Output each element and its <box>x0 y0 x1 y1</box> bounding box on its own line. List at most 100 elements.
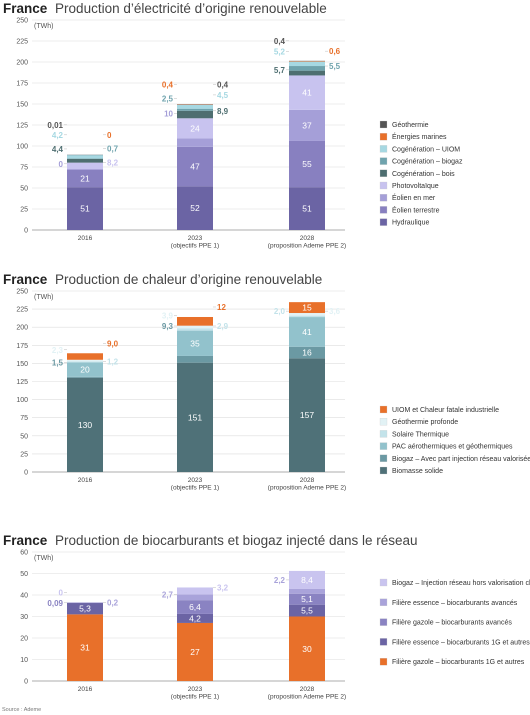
data-label: 4,5 <box>217 91 229 100</box>
bar-segment <box>177 613 213 623</box>
x-tick-label: (objectifs PPE 1) <box>171 485 219 492</box>
bar-segment <box>177 104 213 109</box>
x-tick-label: 2016 <box>78 686 93 693</box>
data-label: 0,7 <box>107 144 119 153</box>
x-tick-label: (proposition Ademe PPE 2) <box>268 485 346 492</box>
bar-segment <box>67 162 103 170</box>
bar-segment <box>289 75 325 110</box>
data-label: 4,2 <box>189 613 201 623</box>
data-label: 4,2 <box>52 131 64 140</box>
bar-segment <box>67 154 103 159</box>
legend-label: Énergies marines <box>392 132 447 141</box>
data-label: 4,4 <box>52 145 64 154</box>
bar-segment <box>67 187 103 230</box>
data-label: 2,7 <box>162 590 174 599</box>
bar-segment <box>177 118 213 139</box>
bar-segment <box>67 169 103 188</box>
bar-segment <box>289 346 325 359</box>
data-label: 3,2 <box>217 583 229 592</box>
bar-segment <box>67 361 103 363</box>
data-label: 51 <box>80 204 90 214</box>
data-label: 16 <box>302 348 312 358</box>
y-tick-label: 25 <box>20 451 28 458</box>
legend-swatch <box>379 418 388 426</box>
data-label: 8,4 <box>301 575 313 585</box>
data-label: 21 <box>80 173 90 183</box>
bar-segment <box>67 602 103 615</box>
data-label: 2,5 <box>162 95 174 104</box>
data-label: 151 <box>188 412 202 422</box>
data-label: 0,4 <box>162 81 174 90</box>
data-label: 5,5 <box>301 606 313 616</box>
data-label: 5,3 <box>79 604 91 614</box>
bar-segment <box>289 616 325 681</box>
bar-segment <box>289 358 325 472</box>
data-label: 24 <box>190 123 200 133</box>
bar-segment <box>177 325 213 329</box>
data-label: 5,1 <box>301 594 313 604</box>
bar-segment <box>177 622 213 681</box>
data-label: 12 <box>217 303 226 312</box>
bar-segment <box>177 330 213 356</box>
data-label: 15 <box>302 303 312 313</box>
data-label: 8,2 <box>107 159 119 168</box>
legend-label: Filière gazole – biocarburants 1G et aut… <box>392 659 525 666</box>
chart-title: France Production d’électricité d’origin… <box>3 1 327 16</box>
data-label: 2,2 <box>274 576 286 585</box>
legend-swatch <box>379 466 388 475</box>
plot-area: 0 10 20 30 40 50 60 31 5,3 0,09 0,2 0 2016 27 4,26,4 2,… <box>20 550 346 701</box>
title-bold: France <box>3 533 48 548</box>
legend-label: Biogaz – Injection réseau hors valorisat… <box>392 580 530 587</box>
bar-segment <box>289 66 325 71</box>
y-tick-label: 75 <box>20 415 28 422</box>
legend-swatch <box>379 145 388 153</box>
data-label: 10 <box>164 109 173 118</box>
legend-label: Biomasse solide <box>392 468 443 475</box>
data-label: 9,3 <box>162 322 174 331</box>
data-label: 47 <box>190 162 200 172</box>
data-label: 30 <box>302 644 312 654</box>
title-bold: France <box>3 272 48 287</box>
bar-segment <box>177 146 213 187</box>
bar-segment <box>177 186 213 230</box>
bar-segment <box>289 61 325 62</box>
y-tick-label: 10 <box>20 657 28 664</box>
bar-segment <box>289 593 325 605</box>
bar-segment <box>177 328 213 331</box>
unit-label: (TWh) <box>34 23 53 30</box>
bar-segment <box>67 362 103 377</box>
y-tick-label: 100 <box>16 144 28 151</box>
legend-label: Photovoltaïque <box>392 183 439 190</box>
legend-swatch <box>379 194 388 202</box>
legend-swatch <box>379 442 388 450</box>
data-label: 27 <box>190 647 200 657</box>
bar-segment <box>67 376 103 378</box>
y-tick-label: 0 <box>24 679 28 686</box>
y-tick-label: 40 <box>20 593 28 600</box>
bar-segment <box>289 187 325 230</box>
bar-segment <box>67 614 103 681</box>
y-tick-label: 250 <box>16 18 28 25</box>
x-tick-label: 2023 <box>188 477 203 484</box>
data-label: 52 <box>190 203 200 213</box>
y-tick-label: 200 <box>16 60 28 67</box>
unit-label: (TWh) <box>34 555 53 562</box>
legend-label: Filière essence – biocarburants 1G et au… <box>392 639 530 646</box>
bar-segment <box>67 353 103 360</box>
bar-segment <box>177 108 213 111</box>
data-label: 1,5 <box>52 358 64 367</box>
data-label: 0,4 <box>274 37 286 46</box>
title-text: Production de biocarburants et biogaz in… <box>55 533 417 548</box>
legend-label: Solaire Thermique <box>392 431 449 438</box>
legend-swatch <box>379 157 388 165</box>
legend: Géothermie Énergies marines Cogénération –… <box>379 120 463 227</box>
bar-segment <box>177 316 213 326</box>
legend-swatch <box>379 578 388 587</box>
x-tick-label: 2028 <box>300 686 315 693</box>
x-tick-label: 2028 <box>300 477 315 484</box>
title-bold: France <box>3 1 48 16</box>
y-tick-label: 200 <box>16 325 28 332</box>
legend-label: UIOM et Chaleur fatale industrielle <box>392 407 499 414</box>
legend-swatch <box>379 206 388 214</box>
